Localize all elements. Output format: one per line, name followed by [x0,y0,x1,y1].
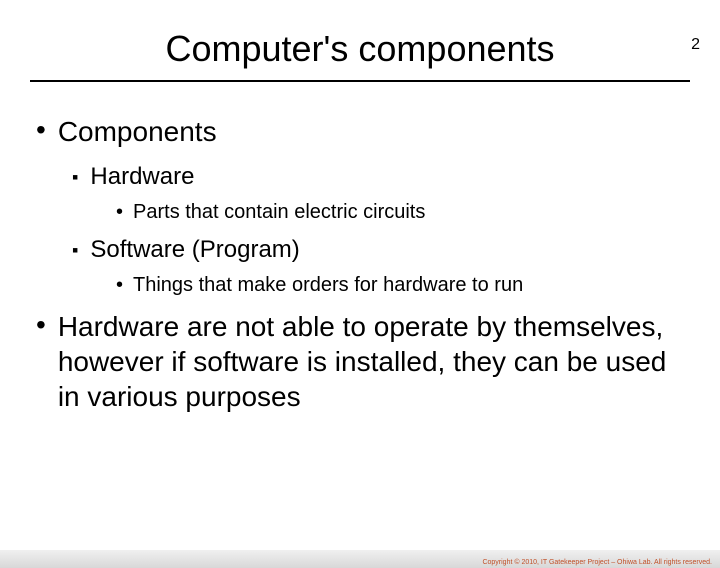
content-area: • Components ▪ Hardware • Parts that con… [0,114,720,414]
bullet-text: Hardware [90,163,194,191]
bullet-text: Parts that contain electric circuits [133,201,425,224]
bullet-square: ▪ [72,163,78,191]
bullet-square: ▪ [72,236,78,264]
bullet-text: Hardware are not able to operate by them… [58,309,690,414]
bullet-level2: ▪ Software (Program) [72,236,690,264]
bullet-level3: • Things that make orders for hardware t… [116,274,690,297]
page-number: 2 [691,36,700,54]
footer-copyright: Copyright © 2010, IT Gatekeeper Project … [482,559,712,566]
bullet-text: Things that make orders for hardware to … [133,274,523,297]
bullet-dot: • [116,274,123,297]
bullet-level3: • Parts that contain electric circuits [116,201,690,224]
bullet-level2: ▪ Hardware [72,163,690,191]
bullet-text: Components [58,114,217,149]
bullet-level1: • Components [36,114,690,149]
bullet-dot: • [36,114,46,146]
slide-title: Computer's components [0,28,720,70]
bullet-dot: • [116,201,123,224]
bullet-text: Software (Program) [90,236,299,264]
bullet-level1: • Hardware are not able to operate by th… [36,309,690,414]
bullet-dot: • [36,309,46,341]
title-underline [30,80,690,82]
